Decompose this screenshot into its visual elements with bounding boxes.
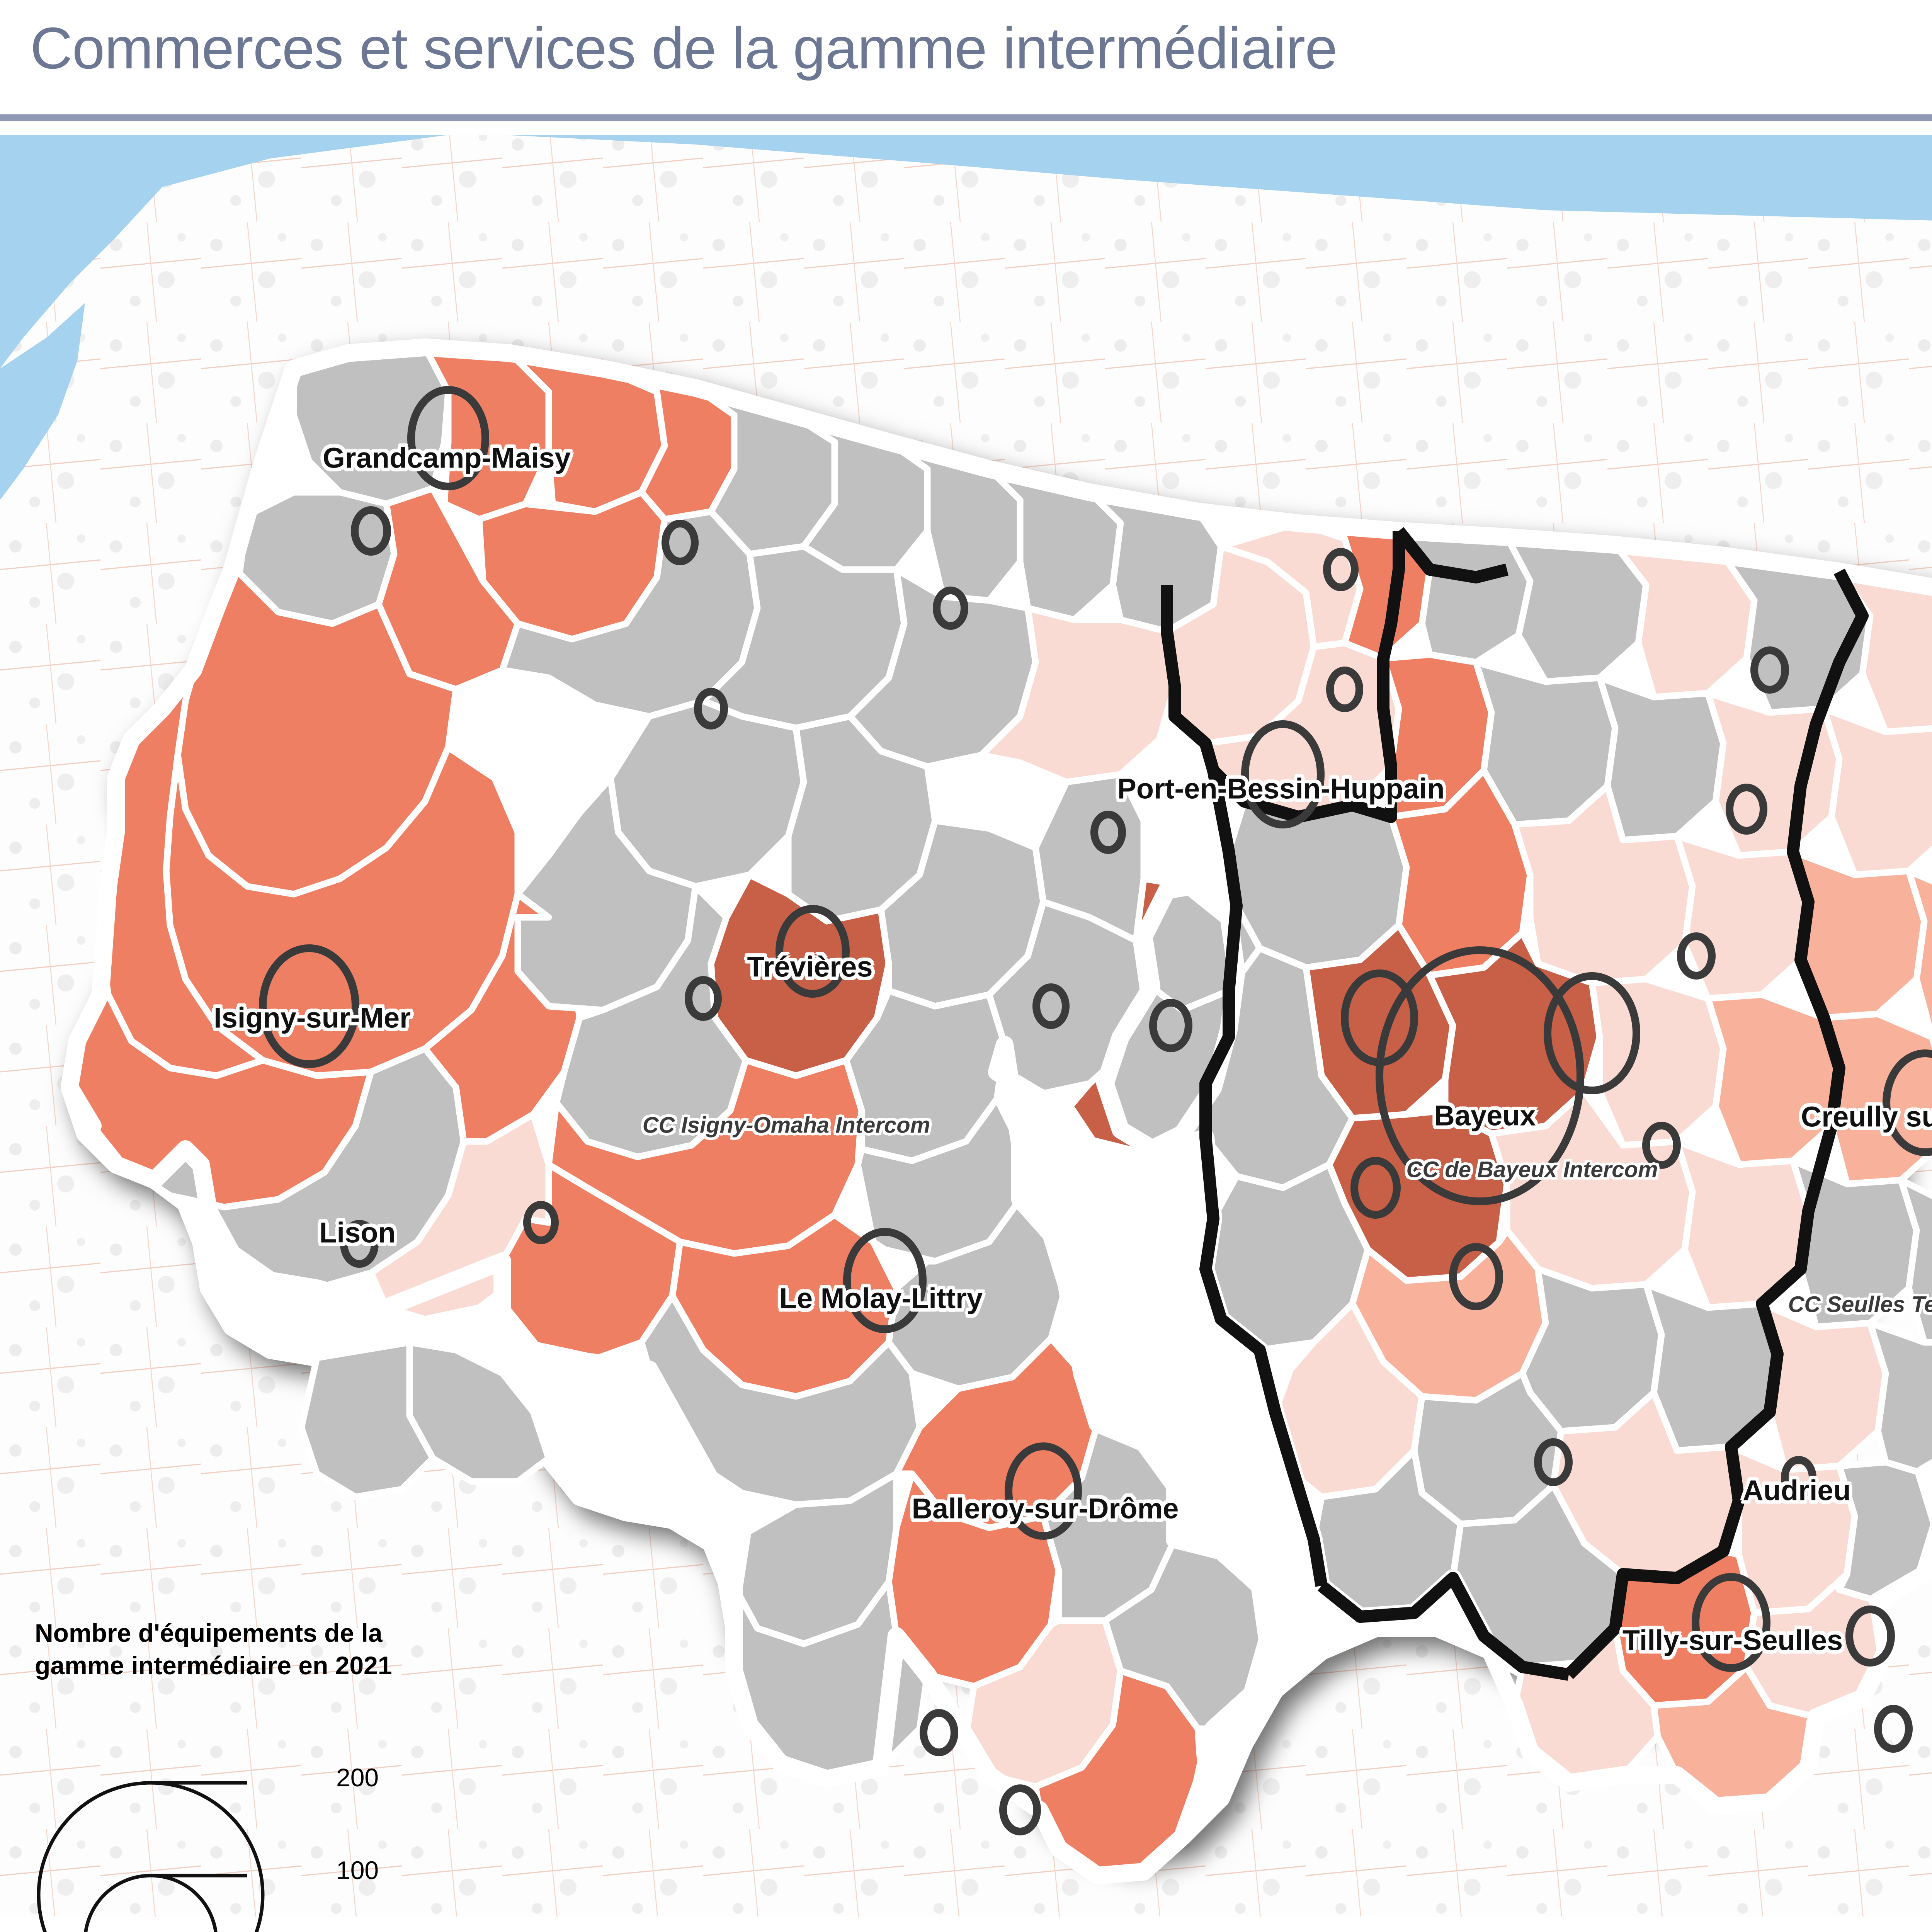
commune-label-le-molay-littry: Le Molay-Littry xyxy=(779,1282,983,1315)
epci-label-seulles-terre-et-mer: CC Seulles Terre et Mer xyxy=(1788,1292,1932,1318)
commune-label-port-en-bessin-huppain: Port-en-Bessin-Huppain xyxy=(1117,772,1445,805)
commune-label-bayeux: Bayeux xyxy=(1434,1099,1536,1132)
commune-label-creully-sur-seulles: Creully sur Seulles xyxy=(1801,1100,1932,1133)
page-title: Commerces et services de la gamme interm… xyxy=(30,15,1337,82)
commune-label-balleroy-sur-drome: Balleroy-sur-Drôme xyxy=(912,1492,1179,1525)
title-divider xyxy=(0,114,1932,121)
epci-label-isigny-omaha-intercom: CC Isigny-Omaha Intercom xyxy=(643,1112,930,1138)
proportional-symbol-legend: Nombre d'équipements de la gamme intermé… xyxy=(27,1617,421,1932)
circle-legend-graphic xyxy=(31,1702,332,1932)
commune-label-isigny-sur-mer: Isigny-sur-Mer xyxy=(214,1002,411,1034)
circle-legend-title: Nombre d'équipements de la gamme intermé… xyxy=(35,1617,406,1682)
title-bar: Commerces et services de la gamme interm… xyxy=(0,0,1932,116)
circle-legend-value-100: 100 xyxy=(336,1855,379,1885)
circle-legend-value-200: 200 xyxy=(336,1763,379,1792)
commune-label-lison: Lison xyxy=(319,1216,395,1249)
commune-label-grandcamp-maisy: Grandcamp-Maisy xyxy=(323,442,571,474)
epci-label-bayeux-intercom: CC de Bayeux Intercom xyxy=(1406,1157,1658,1183)
map-canvas[interactable]: Grandcamp-Maisy Port-en-Bessin-Huppain T… xyxy=(0,121,1932,1917)
commune-label-trevieres: Trévières xyxy=(747,951,872,983)
commune-label-audrieu: Audrieu xyxy=(1743,1474,1851,1507)
commune-label-tilly-sur-seulles: Tilly-sur-Seulles xyxy=(1622,1624,1843,1657)
